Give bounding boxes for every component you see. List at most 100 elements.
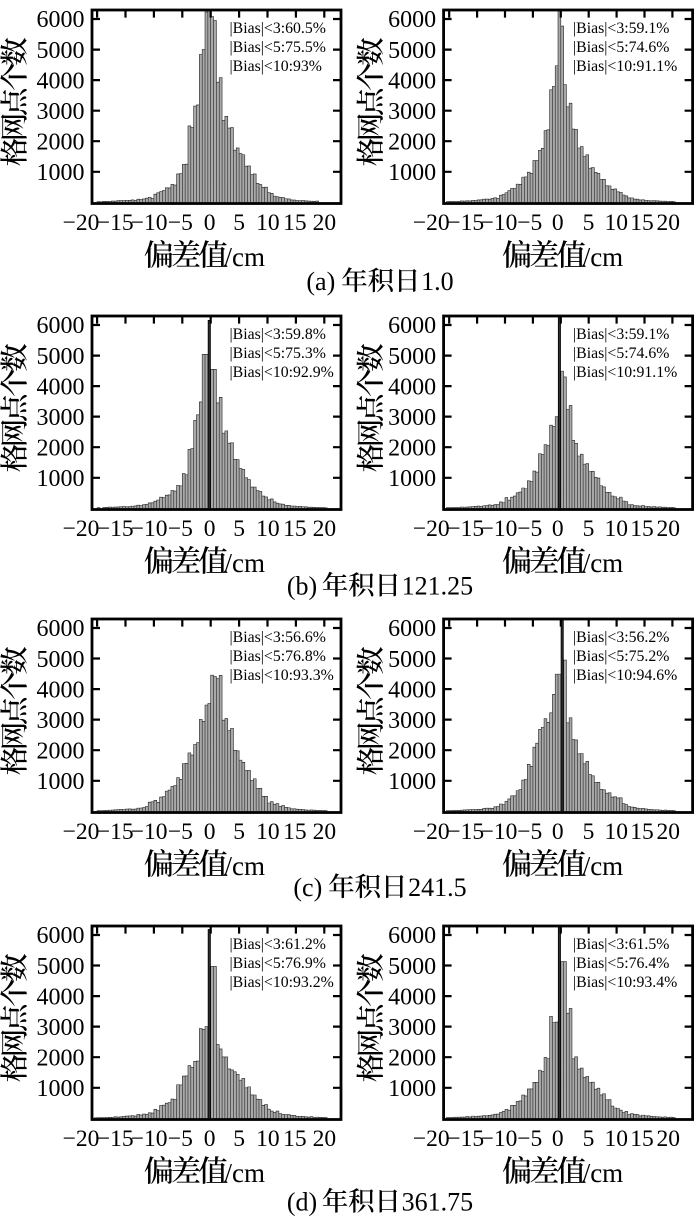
- svg-text:|Bias|<3:56.6%: |Bias|<3:56.6%: [230, 629, 326, 646]
- svg-text:4000: 4000: [37, 677, 85, 703]
- svg-text:20: 20: [657, 1126, 681, 1152]
- svg-text:−10: −10: [131, 1126, 168, 1152]
- svg-text:0: 0: [204, 819, 216, 845]
- svg-text:−20: −20: [413, 819, 450, 845]
- svg-text:−20: −20: [63, 1126, 100, 1152]
- svg-text:3000: 3000: [388, 405, 436, 431]
- svg-text:2000: 2000: [388, 1045, 436, 1071]
- svg-text:−20: −20: [63, 516, 100, 542]
- svg-text:|Bias|<3:56.2%: |Bias|<3:56.2%: [573, 629, 669, 646]
- svg-text:|Bias|<5:76.4%: |Bias|<5:76.4%: [573, 955, 669, 972]
- svg-text:|Bias|<3:61.2%: |Bias|<3:61.2%: [230, 936, 326, 953]
- svg-text:−10: −10: [131, 210, 168, 236]
- svg-text:1.0: 1.0: [421, 267, 454, 296]
- svg-text:−10: −10: [131, 516, 168, 542]
- svg-text:6000: 6000: [388, 923, 436, 949]
- svg-text:4000: 4000: [388, 68, 436, 94]
- svg-text:0: 0: [204, 210, 216, 236]
- svg-text:|Bias|<10:93%: |Bias|<10:93%: [230, 58, 322, 75]
- svg-text:1000: 1000: [37, 1076, 85, 1102]
- svg-text:4000: 4000: [37, 374, 85, 400]
- svg-text:15: 15: [630, 210, 654, 236]
- svg-text:6000: 6000: [37, 923, 85, 949]
- svg-text:10: 10: [256, 210, 280, 236]
- svg-text:|Bias|<10:94.6%: |Bias|<10:94.6%: [573, 667, 677, 684]
- svg-text:−15: −15: [447, 516, 484, 542]
- svg-text:3000: 3000: [37, 1015, 85, 1041]
- svg-text:10: 10: [256, 516, 280, 542]
- svg-text:5000: 5000: [37, 647, 85, 673]
- svg-text:/cm: /cm: [583, 548, 624, 578]
- svg-text:3000: 3000: [388, 708, 436, 734]
- svg-text:/cm: /cm: [583, 851, 624, 881]
- svg-text:5: 5: [583, 819, 595, 845]
- svg-text:0: 0: [204, 1126, 216, 1152]
- svg-text:5000: 5000: [388, 647, 436, 673]
- svg-text:10: 10: [256, 1126, 280, 1152]
- svg-text:|Bias|<3:59.1%: |Bias|<3:59.1%: [573, 20, 669, 37]
- svg-text:15: 15: [630, 1126, 654, 1152]
- svg-text:/cm: /cm: [583, 1158, 624, 1188]
- svg-text:5: 5: [233, 210, 245, 236]
- svg-text:2000: 2000: [388, 435, 436, 461]
- svg-text:10: 10: [605, 1126, 629, 1152]
- svg-text:−20: −20: [413, 1126, 450, 1152]
- svg-text:3000: 3000: [388, 1015, 436, 1041]
- svg-text:|Bias|<10:93.4%: |Bias|<10:93.4%: [573, 974, 677, 991]
- svg-text:2000: 2000: [37, 1045, 85, 1071]
- svg-text:−10: −10: [131, 819, 168, 845]
- svg-text:5000: 5000: [37, 38, 85, 64]
- svg-text:361.75: 361.75: [402, 1188, 474, 1217]
- svg-text:−15: −15: [447, 819, 484, 845]
- svg-text:/cm: /cm: [225, 1158, 266, 1188]
- svg-text:5: 5: [233, 516, 245, 542]
- svg-text:(b): (b): [287, 572, 317, 601]
- svg-text:|Bias|<5:74.6%: |Bias|<5:74.6%: [573, 345, 669, 362]
- svg-text:6000: 6000: [388, 313, 436, 339]
- svg-text:2000: 2000: [388, 129, 436, 155]
- svg-text:6000: 6000: [388, 616, 436, 642]
- svg-text:|Bias|<10:92.9%: |Bias|<10:92.9%: [230, 364, 334, 381]
- svg-text:−15: −15: [447, 210, 484, 236]
- svg-text:5: 5: [583, 210, 595, 236]
- svg-text:−10: −10: [481, 516, 518, 542]
- svg-text:5000: 5000: [388, 954, 436, 980]
- svg-text:(d): (d): [287, 1188, 317, 1217]
- svg-text:−5: −5: [517, 210, 542, 236]
- svg-text:1000: 1000: [388, 1076, 436, 1102]
- svg-text:4000: 4000: [388, 984, 436, 1010]
- svg-text:−20: −20: [413, 210, 450, 236]
- svg-text:|Bias|<10:93.2%: |Bias|<10:93.2%: [230, 974, 334, 991]
- svg-text:15: 15: [283, 516, 307, 542]
- svg-text:−10: −10: [481, 819, 518, 845]
- svg-text:/cm: /cm: [225, 548, 266, 578]
- svg-text:1000: 1000: [37, 466, 85, 492]
- svg-text:6000: 6000: [388, 7, 436, 33]
- svg-text:|Bias|<10:91.1%: |Bias|<10:91.1%: [573, 58, 677, 75]
- svg-text:−5: −5: [168, 819, 193, 845]
- svg-text:20: 20: [313, 210, 337, 236]
- svg-text:|Bias|<10:91.1%: |Bias|<10:91.1%: [573, 364, 677, 381]
- svg-text:−15: −15: [97, 1126, 134, 1152]
- svg-text:15: 15: [283, 819, 307, 845]
- svg-text:20: 20: [313, 516, 337, 542]
- svg-text:5: 5: [233, 819, 245, 845]
- svg-text:|Bias|<5:75.5%: |Bias|<5:75.5%: [230, 39, 326, 56]
- svg-text:|Bias|<3:60.5%: |Bias|<3:60.5%: [230, 20, 326, 37]
- svg-text:5: 5: [233, 1126, 245, 1152]
- svg-text:121.25: 121.25: [402, 572, 474, 601]
- svg-text:2000: 2000: [388, 738, 436, 764]
- svg-text:6000: 6000: [37, 313, 85, 339]
- svg-text:1000: 1000: [37, 769, 85, 795]
- svg-text:15: 15: [283, 1126, 307, 1152]
- svg-text:(c): (c): [293, 873, 322, 902]
- svg-text:5000: 5000: [37, 344, 85, 370]
- svg-text:10: 10: [256, 819, 280, 845]
- svg-text:−15: −15: [97, 819, 134, 845]
- svg-text:0: 0: [204, 516, 216, 542]
- svg-text:|Bias|<3:59.1%: |Bias|<3:59.1%: [573, 326, 669, 343]
- svg-text:241.5: 241.5: [408, 873, 467, 902]
- svg-text:−20: −20: [413, 516, 450, 542]
- svg-text:15: 15: [283, 210, 307, 236]
- svg-text:2000: 2000: [37, 435, 85, 461]
